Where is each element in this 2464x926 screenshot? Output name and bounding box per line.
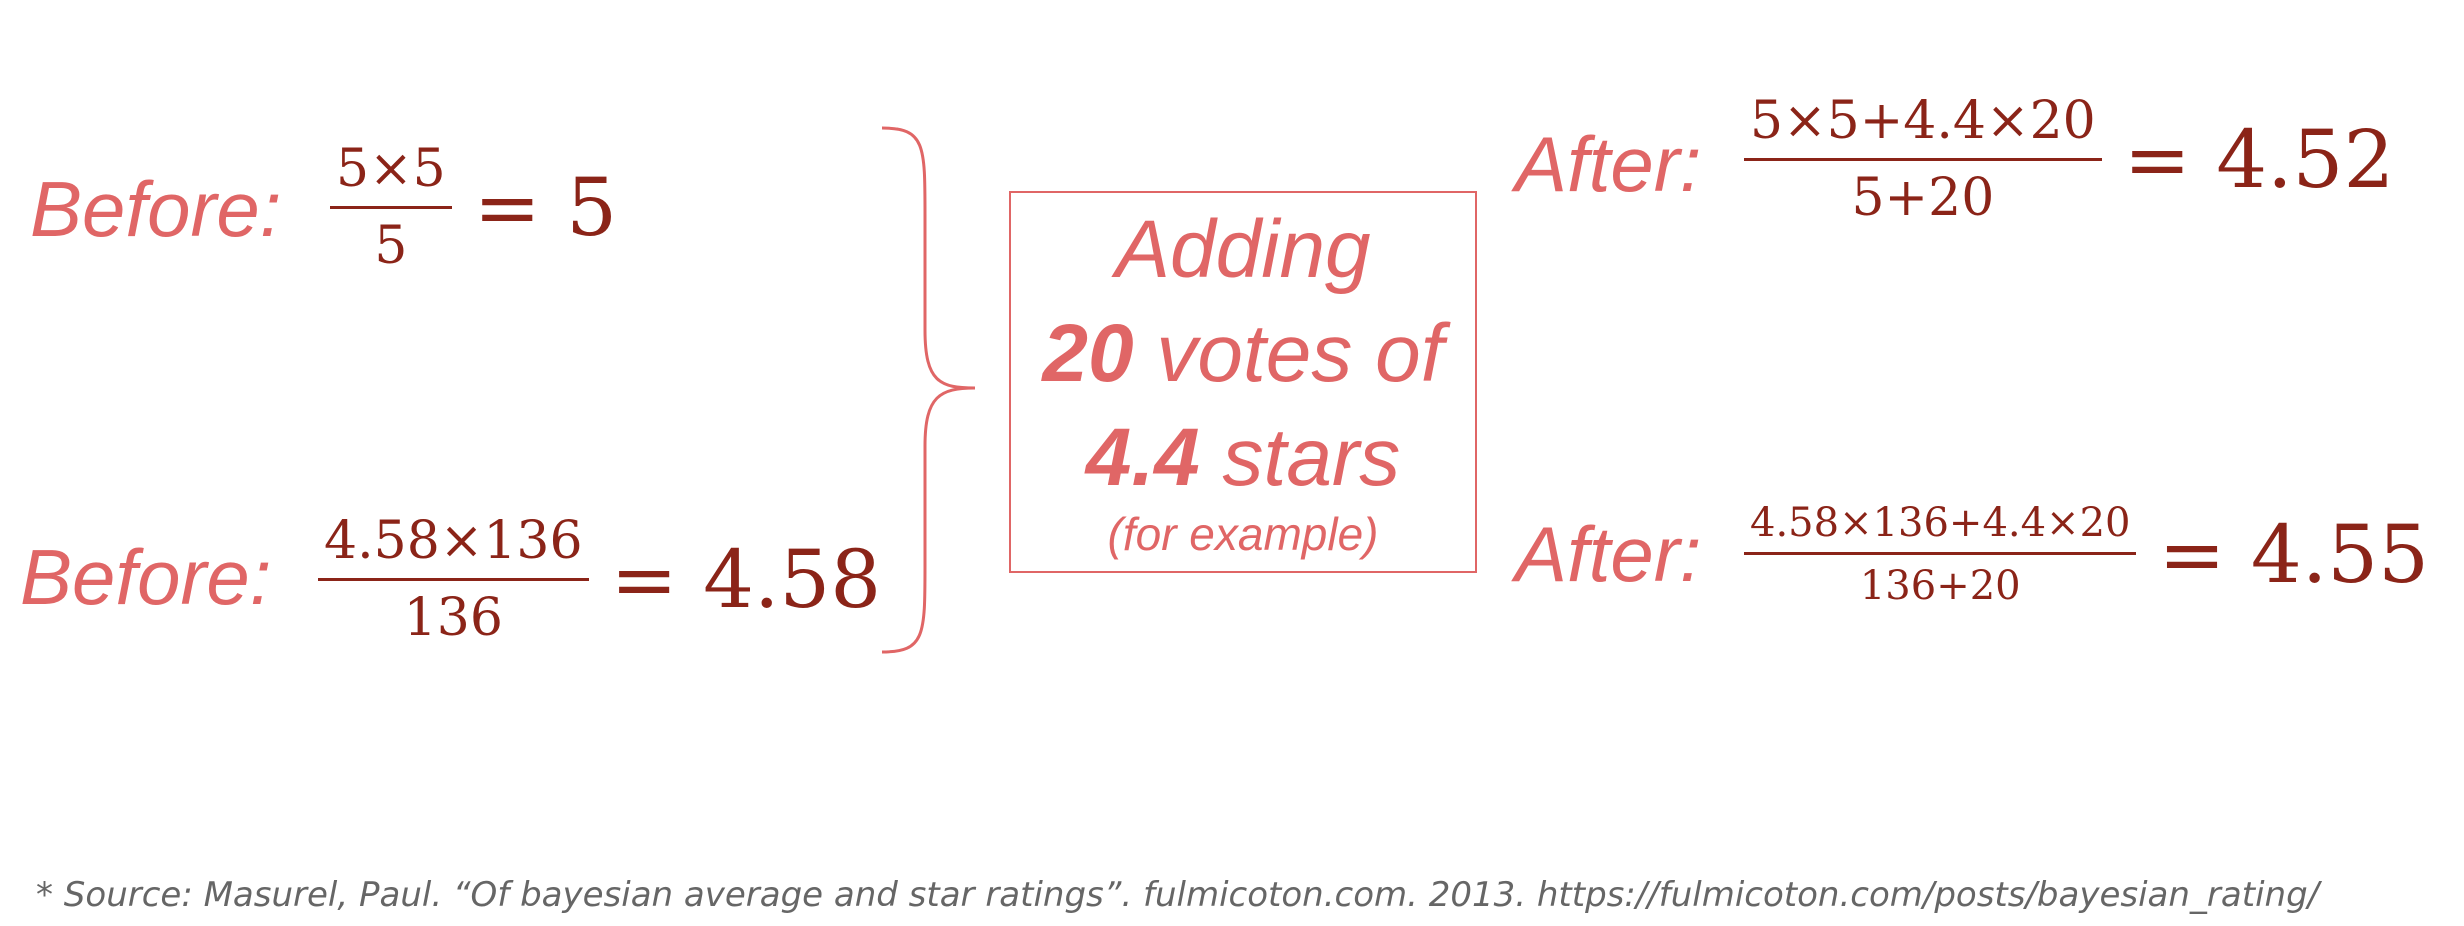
- before-top-numerator: 5×5: [336, 139, 446, 199]
- after-top-denominator: 5+20: [1851, 167, 1995, 228]
- box-line-adding: Adding: [1115, 204, 1371, 295]
- before-bottom-equation: 4.58×136 136 = 4.58: [318, 511, 882, 649]
- box-line-votes: 20 votes of: [1011, 313, 1475, 395]
- before-bottom-numerator: 4.58×136: [324, 511, 583, 571]
- after-bottom-equation: 4.58×136+4.4×20 136+20 = 4.55: [1744, 500, 2429, 609]
- fraction-bar: [330, 205, 452, 209]
- before-top-label: Before:: [30, 165, 282, 253]
- before-top-denominator: 5: [374, 215, 408, 276]
- before-bottom-result: = 4.58: [610, 533, 882, 627]
- box-line-stars: 4.4 stars: [1011, 417, 1475, 499]
- after-bottom-numerator: 4.58×136+4.4×20: [1750, 500, 2131, 546]
- after-top-fraction: 5×5+4.4×20 5+20: [1744, 91, 2102, 229]
- before-bottom-label: Before:: [20, 533, 272, 621]
- box-votes-text: votes of: [1133, 308, 1444, 399]
- after-bottom-fraction: 4.58×136+4.4×20 136+20: [1744, 500, 2137, 609]
- adding-votes-box: Adding 20 votes of 4.4 stars (for exampl…: [1009, 191, 1477, 573]
- box-votes-count: 20: [1042, 308, 1134, 399]
- fraction-bar: [1744, 157, 2102, 161]
- after-top-result: = 4.52: [2123, 113, 2395, 207]
- after-bottom-label: After:: [1515, 510, 1702, 598]
- before-bottom-denominator: 136: [403, 587, 503, 648]
- curly-brace-icon: [881, 126, 976, 654]
- box-stars-value: 4.4: [1085, 412, 1200, 503]
- before-top-fraction: 5×5 5: [330, 139, 452, 277]
- after-top-numerator: 5×5+4.4×20: [1750, 91, 2096, 151]
- after-bottom-denominator: 136+20: [1859, 563, 2021, 609]
- source-citation: * Source: Masurel, Paul. “Of bayesian av…: [36, 875, 2320, 915]
- after-bottom-result: = 4.55: [2158, 507, 2430, 601]
- after-top-equation: 5×5+4.4×20 5+20 = 4.52: [1744, 91, 2395, 229]
- before-top-equation: 5×5 5 = 5: [330, 139, 618, 277]
- box-line-example: (for example): [1107, 508, 1379, 560]
- after-top-label: After:: [1515, 120, 1702, 208]
- box-stars-text: stars: [1199, 412, 1401, 503]
- before-top-result: = 5: [473, 161, 618, 255]
- before-bottom-fraction: 4.58×136 136: [318, 511, 589, 649]
- fraction-bar: [1744, 552, 2137, 555]
- fraction-bar: [318, 577, 589, 581]
